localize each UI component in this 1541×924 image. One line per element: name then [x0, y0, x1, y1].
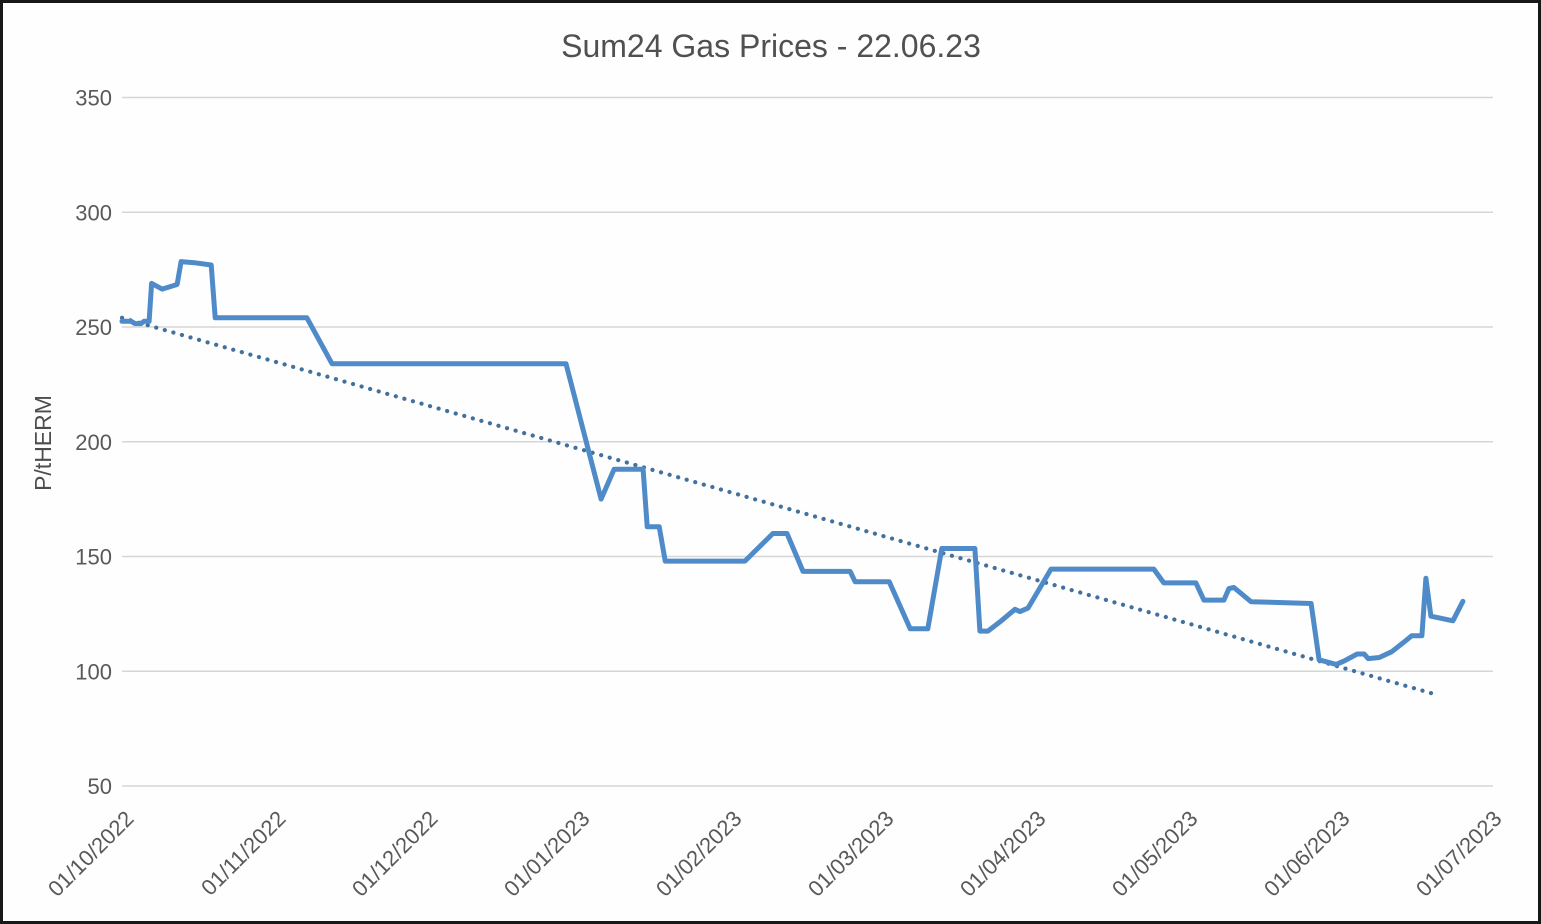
x-axis-tick-labels: 01/10/2022 01/11/2022 01/12/2022 01/01/2023… [43, 806, 1507, 902]
x-tick-label: 01/01/2023 [499, 806, 595, 902]
x-tick-label: 01/05/2023 [1107, 806, 1203, 902]
x-tick-label: 01/12/2022 [347, 806, 443, 902]
y-axis-title: P/tHERM [30, 395, 56, 491]
x-tick-label: 01/06/2023 [1259, 806, 1355, 902]
x-tick-label: 01/11/2022 [196, 806, 290, 900]
y-tick-label: 250 [75, 315, 112, 340]
y-tick-label: 300 [75, 200, 112, 225]
linear-trendline [119, 315, 1437, 697]
y-tick-label: 50 [88, 774, 112, 799]
x-tick-label: 01/03/2023 [803, 806, 899, 902]
y-tick-label: 100 [75, 659, 112, 684]
y-tick-label: 150 [75, 545, 112, 570]
y-tick-label: 350 [75, 86, 112, 111]
x-tick-label: 01/02/2023 [651, 806, 747, 902]
x-tick-label: 01/04/2023 [955, 806, 1051, 902]
gas-prices-line-chart: Sum24 Gas Prices - 22.06.23 P/tHERM 3503… [30, 28, 1507, 902]
chart-title: Sum24 Gas Prices - 22.06.23 [561, 28, 981, 64]
y-tick-label: 200 [75, 430, 112, 455]
x-tick-label: 01/07/2023 [1411, 806, 1507, 902]
x-tick-label: 01/10/2022 [43, 806, 139, 902]
price-line-series [119, 259, 1466, 667]
y-axis-tick-labels: 350 300 250 200 150 100 50 [75, 86, 112, 800]
gridlines [122, 96, 1493, 787]
